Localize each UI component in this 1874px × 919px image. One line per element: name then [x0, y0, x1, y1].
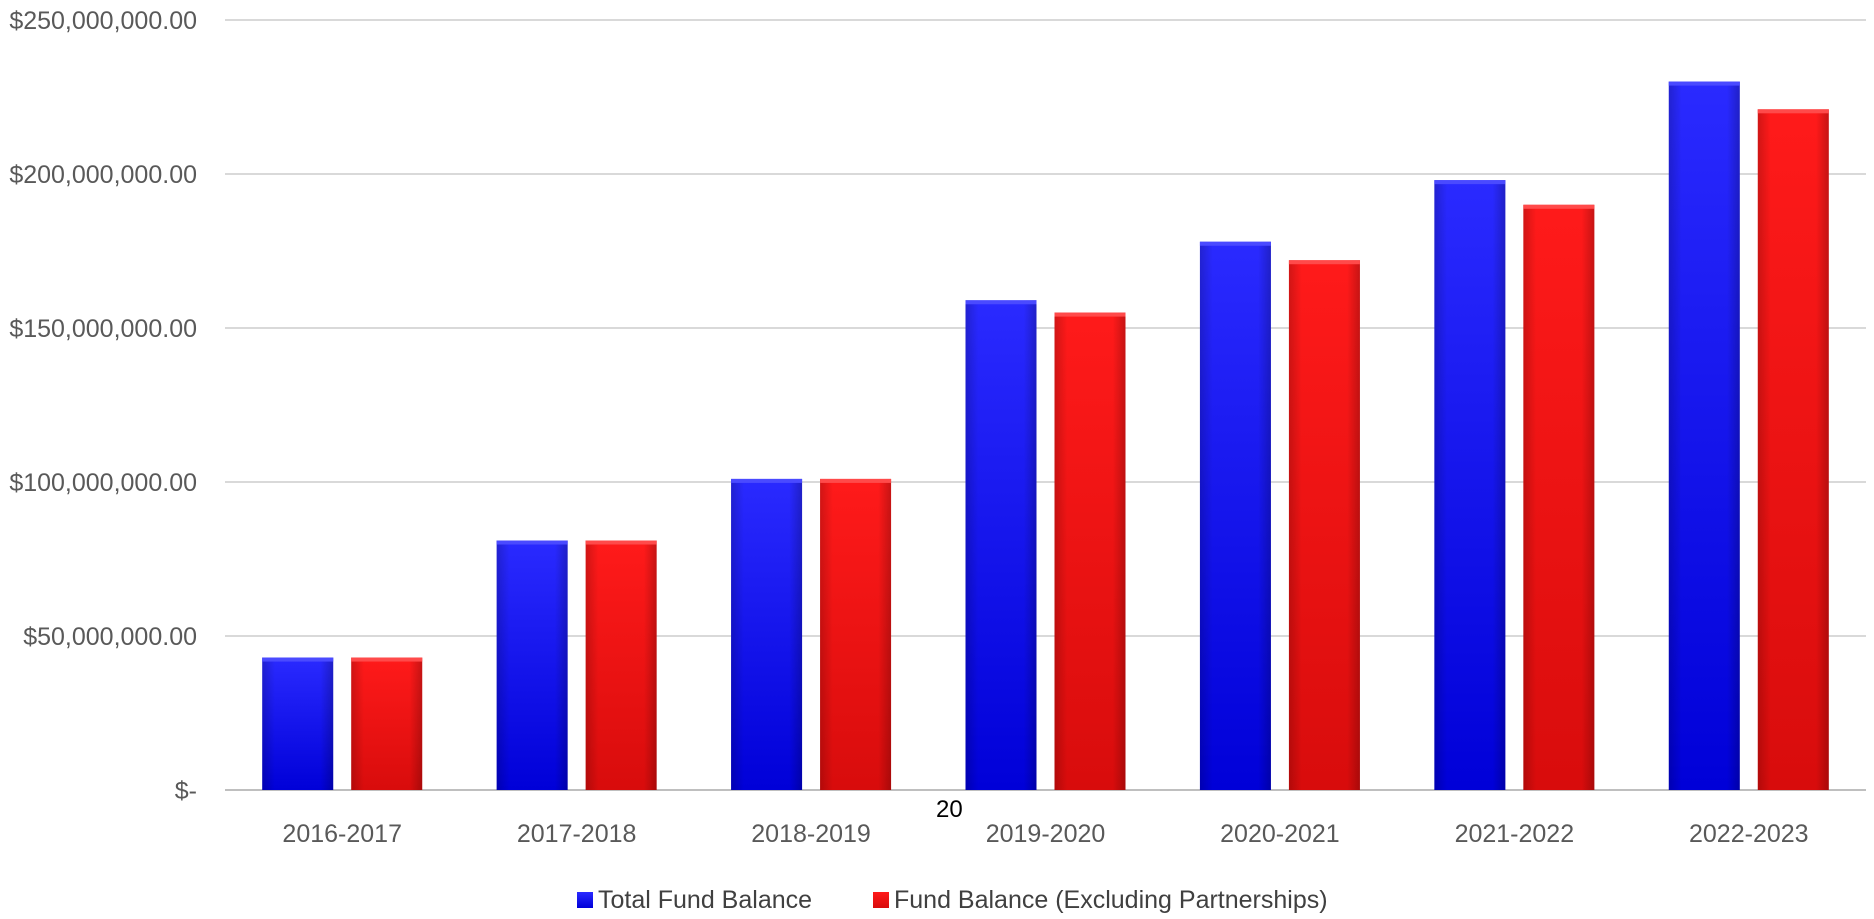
y-tick-label: $50,000,000.00	[23, 623, 197, 651]
bar-shade	[1288, 260, 1360, 790]
bar-top-bevel	[351, 657, 423, 662]
x-tick-label: 2018-2019	[751, 820, 871, 848]
x-tick-label: 2017-2018	[517, 820, 637, 848]
bar-shade	[496, 540, 568, 790]
bar-top-bevel	[585, 540, 657, 545]
x-tick-label: 2022-2023	[1689, 820, 1809, 848]
bar-top-bevel	[1523, 204, 1595, 209]
bar-top-bevel	[1199, 241, 1271, 246]
legend: Total Fund Balance Fund Balance (Excludin…	[577, 886, 1328, 914]
y-tick-label: $200,000,000.00	[9, 161, 197, 189]
bar-shade	[1523, 204, 1595, 791]
gridlines	[225, 19, 1866, 791]
bar-shade	[1434, 180, 1506, 790]
bar-shade	[262, 657, 334, 790]
bar-shade	[1668, 81, 1740, 791]
y-tick-label: $-	[175, 777, 197, 805]
legend-swatch	[873, 892, 889, 908]
bars	[262, 81, 1829, 791]
x-tick-label: 2021-2022	[1455, 820, 1575, 848]
bar-top-bevel	[1668, 81, 1740, 86]
x-axis: 2016-2017 2017-2018 2018-2019 2019-2020 2020…	[282, 820, 1808, 848]
y-tick-label: $100,000,000.00	[9, 469, 197, 497]
bar-shade	[731, 478, 803, 790]
legend-swatch	[577, 892, 593, 908]
bar-shade	[1757, 109, 1829, 790]
bar-shade	[1054, 312, 1126, 790]
legend-label: Total Fund Balance	[598, 886, 812, 914]
bar-top-bevel	[1757, 109, 1829, 114]
bar-shade	[820, 478, 892, 790]
bar-shade	[965, 300, 1037, 790]
bar-shade	[351, 657, 423, 790]
legend-label: Fund Balance (Excluding Partnerships)	[894, 886, 1328, 914]
bar-top-bevel	[1288, 260, 1360, 265]
bar-top-bevel	[496, 540, 568, 545]
bar-top-bevel	[820, 478, 892, 483]
x-tick-label: 2020-2021	[1220, 820, 1340, 848]
bar-top-bevel	[262, 657, 334, 662]
x-tick-label: 2019-2020	[986, 820, 1106, 848]
bar-top-bevel	[1054, 312, 1126, 317]
page-number: 20	[936, 796, 963, 823]
y-axis: $- $50,000,000.00 $100,000,000.00 $150,000,…	[9, 7, 197, 805]
bar-top-bevel	[1434, 180, 1506, 185]
bar-top-bevel	[731, 478, 803, 483]
bar-shade	[1199, 241, 1271, 790]
y-tick-label: $150,000,000.00	[9, 315, 197, 343]
bar-top-bevel	[965, 300, 1037, 305]
x-tick-label: 2016-2017	[282, 820, 402, 848]
bar-shade	[585, 540, 657, 790]
y-tick-label: $250,000,000.00	[9, 7, 197, 35]
